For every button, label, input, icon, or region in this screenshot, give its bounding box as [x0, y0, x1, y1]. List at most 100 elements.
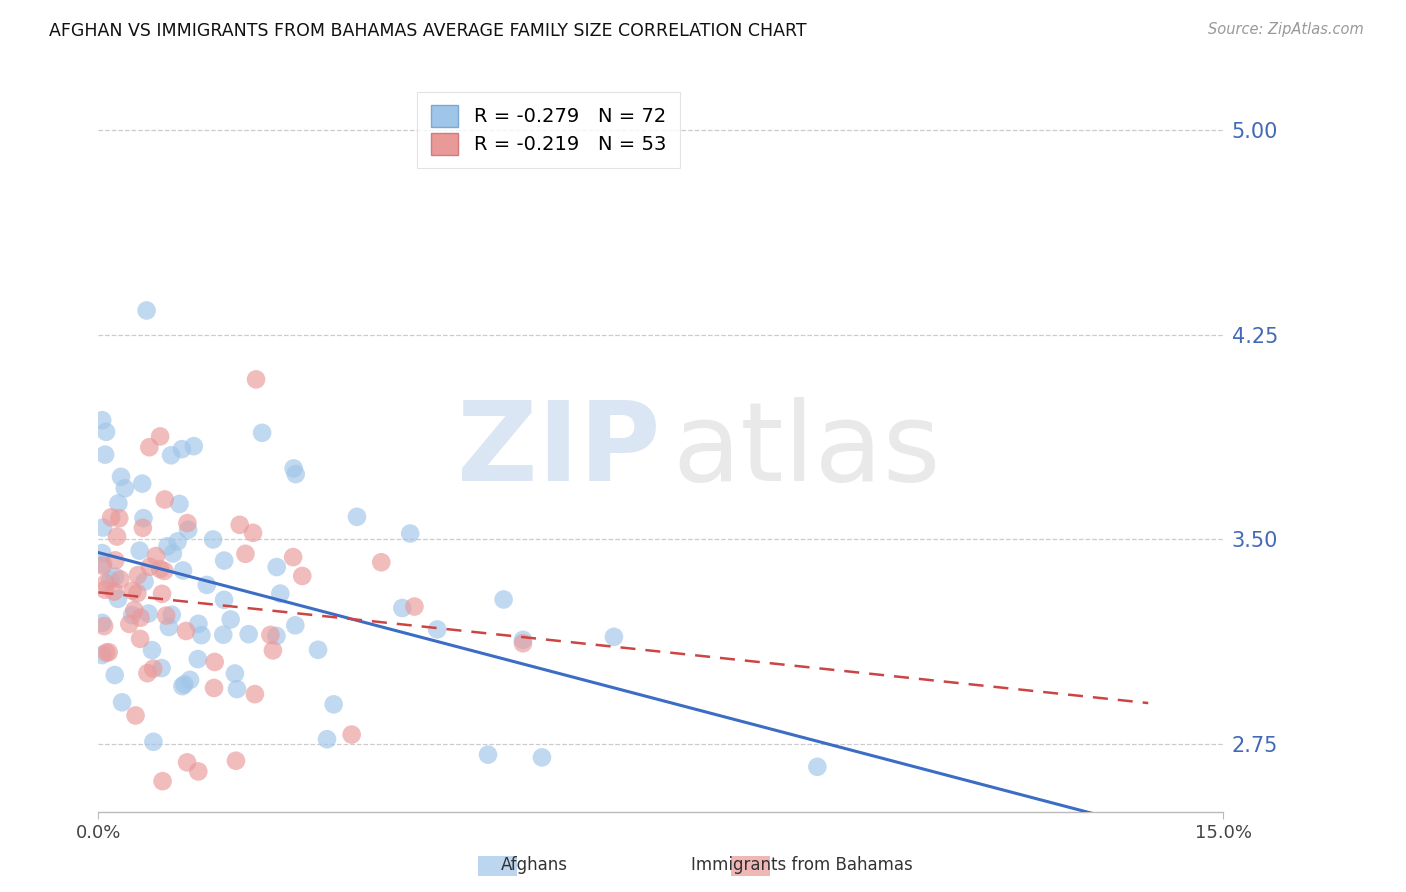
- Point: [129, 632, 152, 646]
- Point: [129, 610, 152, 624]
- Point: [177, 523, 200, 537]
- Point: [202, 533, 225, 547]
- Point: [132, 511, 155, 525]
- Point: [346, 509, 368, 524]
- Point: [153, 492, 176, 507]
- Point: [93, 619, 115, 633]
- Point: [316, 732, 339, 747]
- Point: [340, 727, 363, 741]
- Point: [114, 481, 136, 495]
- Point: [219, 612, 242, 626]
- Point: [104, 553, 127, 567]
- Point: [245, 372, 267, 386]
- Point: [100, 510, 122, 524]
- Point: [111, 695, 134, 709]
- Point: [250, 425, 273, 440]
- Point: [94, 576, 117, 591]
- Point: [142, 735, 165, 749]
- Point: [226, 682, 249, 697]
- Point: [291, 569, 314, 583]
- Point: [281, 550, 304, 565]
- Text: Source: ZipAtlas.com: Source: ZipAtlas.com: [1208, 22, 1364, 37]
- Point: [259, 628, 281, 642]
- Point: [94, 448, 117, 462]
- Point: [187, 764, 209, 779]
- Point: [160, 607, 183, 622]
- Point: [104, 569, 127, 583]
- Point: [204, 655, 226, 669]
- Point: [160, 448, 183, 462]
- Point: [91, 558, 114, 572]
- Point: [187, 616, 209, 631]
- Point: [235, 547, 257, 561]
- Point: [172, 564, 194, 578]
- Point: [132, 521, 155, 535]
- Text: Afghans: Afghans: [501, 856, 568, 874]
- Point: [284, 618, 307, 632]
- Point: [187, 652, 209, 666]
- Point: [150, 661, 173, 675]
- Point: [195, 578, 218, 592]
- Point: [149, 562, 172, 576]
- Point: [91, 413, 114, 427]
- Point: [149, 429, 172, 443]
- Point: [492, 592, 515, 607]
- Point: [530, 750, 553, 764]
- Point: [212, 628, 235, 642]
- Point: [283, 461, 305, 475]
- Point: [170, 442, 193, 457]
- Point: [97, 645, 120, 659]
- Point: [131, 476, 153, 491]
- Point: [477, 747, 499, 762]
- Point: [121, 608, 143, 623]
- Point: [157, 620, 180, 634]
- Point: [121, 583, 143, 598]
- Point: [169, 497, 191, 511]
- Point: [391, 601, 413, 615]
- Point: [224, 666, 246, 681]
- Point: [176, 516, 198, 530]
- Point: [179, 673, 201, 687]
- Point: [118, 616, 141, 631]
- Text: AFGHAN VS IMMIGRANTS FROM BAHAMAS AVERAGE FAMILY SIZE CORRELATION CHART: AFGHAN VS IMMIGRANTS FROM BAHAMAS AVERAG…: [49, 22, 807, 40]
- Point: [134, 574, 156, 589]
- Point: [94, 425, 117, 439]
- Point: [138, 607, 160, 621]
- Legend: R = -0.279   N = 72, R = -0.219   N = 53: R = -0.279 N = 72, R = -0.219 N = 53: [418, 92, 679, 168]
- Point: [266, 560, 288, 574]
- Point: [172, 679, 194, 693]
- Point: [262, 643, 284, 657]
- Point: [183, 439, 205, 453]
- Point: [94, 582, 117, 597]
- Point: [166, 534, 188, 549]
- Point: [127, 586, 149, 600]
- Point: [110, 470, 132, 484]
- Point: [370, 555, 392, 569]
- Point: [242, 525, 264, 540]
- Point: [190, 628, 212, 642]
- Point: [104, 668, 127, 682]
- Point: [243, 687, 266, 701]
- Point: [269, 586, 291, 600]
- Point: [173, 677, 195, 691]
- Point: [512, 636, 534, 650]
- Point: [399, 526, 422, 541]
- Point: [141, 643, 163, 657]
- Point: [124, 603, 146, 617]
- Point: [512, 632, 534, 647]
- Point: [228, 517, 250, 532]
- Point: [150, 587, 173, 601]
- Point: [96, 646, 118, 660]
- Point: [139, 559, 162, 574]
- Point: [266, 629, 288, 643]
- Point: [127, 568, 149, 582]
- Point: [98, 573, 121, 587]
- Point: [103, 584, 125, 599]
- Text: ZIP: ZIP: [457, 397, 661, 504]
- Point: [176, 756, 198, 770]
- Text: atlas: atlas: [672, 397, 941, 504]
- Point: [284, 467, 307, 482]
- Text: Immigrants from Bahamas: Immigrants from Bahamas: [690, 856, 912, 874]
- Point: [91, 648, 114, 662]
- Point: [142, 662, 165, 676]
